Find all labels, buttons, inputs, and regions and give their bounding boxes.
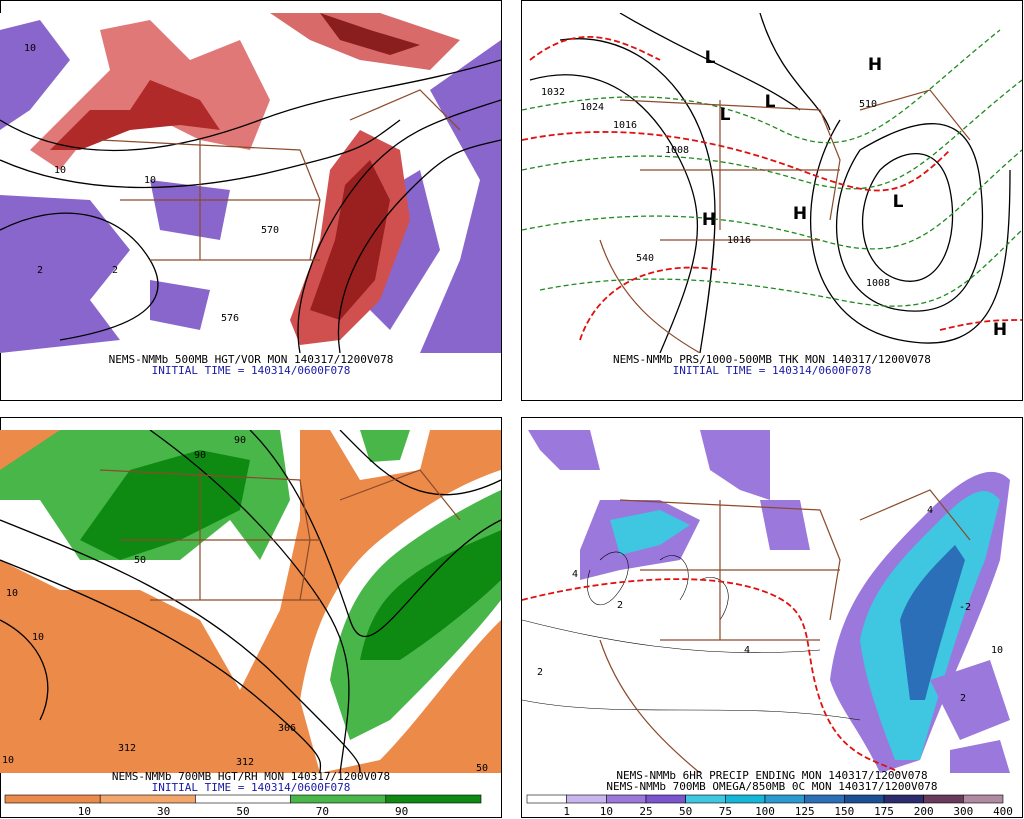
map-label: L: [765, 92, 776, 112]
map-label: -2: [959, 602, 971, 613]
map-precip: [522, 430, 1022, 773]
colorbar-label: 10: [78, 805, 91, 818]
map-label: L: [720, 105, 731, 125]
map-label: 570: [261, 225, 279, 236]
map-label: 1024: [580, 102, 604, 113]
initial-time: INITIAL TIME = 140314/0600F078: [673, 364, 872, 377]
map-label: L: [705, 48, 716, 68]
map-label: H: [868, 55, 882, 75]
map-label: 50: [134, 555, 146, 566]
map-label: 312: [236, 757, 254, 768]
colorbar-label: 50: [236, 805, 249, 818]
colorbar-label: 100: [755, 805, 775, 818]
colorbar-label: 75: [719, 805, 732, 818]
map-label: 2: [617, 600, 623, 611]
colorbar-swatch: [385, 794, 482, 804]
colorbar-label: 70: [316, 805, 329, 818]
colorbar-swatch: [764, 794, 805, 804]
map-label: 2: [960, 693, 966, 704]
colorbar-swatch: [566, 794, 607, 804]
map-label: 10: [991, 645, 1003, 656]
map-label: 4: [572, 569, 578, 580]
caption: NEMS-NMMb 700MB OMEGA/850MB 0C MON 14031…: [606, 780, 937, 793]
map-label: 2: [37, 265, 43, 276]
initial-time: INITIAL TIME = 140314/0600F078: [152, 781, 351, 794]
map-label: 312: [118, 743, 136, 754]
map-label: 10: [24, 43, 36, 54]
map-500mb-vort: [0, 13, 501, 353]
map-label: 4: [744, 645, 750, 656]
map-label: 576: [221, 313, 239, 324]
colorbar-label: 10: [600, 805, 613, 818]
colorbar-swatch: [526, 794, 567, 804]
colorbar-label: 400: [993, 805, 1013, 818]
colorbar-swatch: [606, 794, 647, 804]
colorbar-swatch: [725, 794, 766, 804]
colorbar-label: 30: [157, 805, 170, 818]
colorbar-label: 150: [834, 805, 854, 818]
colorbar-label: 175: [874, 805, 894, 818]
colorbar-label: 50: [679, 805, 692, 818]
map-label: 50: [476, 763, 488, 774]
map-pressure: [522, 13, 1022, 353]
map-label: 1016: [727, 235, 751, 246]
map-label: 540: [636, 253, 654, 264]
map-label: 1008: [665, 145, 689, 156]
colorbar-swatch: [804, 794, 845, 804]
colorbar-swatch: [923, 794, 964, 804]
map-label: 90: [194, 450, 206, 461]
colorbar-swatch: [99, 794, 196, 804]
map-label: 10: [144, 175, 156, 186]
colorbar-label: 300: [953, 805, 973, 818]
map-label: 306: [278, 723, 296, 734]
caption: NEMS-NMMb 500MB HGT/VOR MON 140317/1200V…: [109, 353, 394, 366]
map-label: 1008: [866, 278, 890, 289]
map-label: 10: [2, 755, 14, 766]
map-label: 2: [112, 265, 118, 276]
map-label: 1032: [541, 87, 565, 98]
map-label: H: [702, 210, 716, 230]
map-label: 4: [927, 505, 933, 516]
colorbar-swatch: [645, 794, 686, 804]
map-label: 90: [234, 435, 246, 446]
colorbar-swatch: [963, 794, 1004, 804]
colorbar-swatch: [844, 794, 885, 804]
colorbar-swatch: [195, 794, 291, 804]
caption: NEMS-NMMb 6HR PRECIP ENDING MON 140317/1…: [616, 769, 927, 782]
colorbar-label: 90: [395, 805, 408, 818]
colorbar-swatch: [290, 794, 387, 804]
map-label: 2: [537, 667, 543, 678]
initial-time: INITIAL TIME = 140314/0600F078: [152, 364, 351, 377]
map-label: 510: [859, 99, 877, 110]
map-label: 1016: [613, 120, 637, 131]
map-label: H: [993, 320, 1007, 340]
map-700mb-rh: [0, 430, 501, 773]
colorbar-label: 25: [639, 805, 652, 818]
map-label: H: [793, 204, 807, 224]
caption: NEMS-NMMb 700MB HGT/RH MON 140317/1200V0…: [112, 770, 390, 783]
map-label: L: [893, 192, 904, 212]
map-label: 10: [6, 588, 18, 599]
colorbar-label: 125: [795, 805, 815, 818]
map-label: 10: [32, 632, 44, 643]
colorbar-swatch: [883, 794, 924, 804]
colorbar-label: 200: [914, 805, 934, 818]
map-label: 10: [54, 165, 66, 176]
colorbar-label: 1: [563, 805, 570, 818]
caption: NEMS-NMMb PRS/1000-500MB THK MON 140317/…: [613, 353, 931, 366]
colorbar-swatch: [4, 794, 101, 804]
colorbar-swatch: [685, 794, 726, 804]
